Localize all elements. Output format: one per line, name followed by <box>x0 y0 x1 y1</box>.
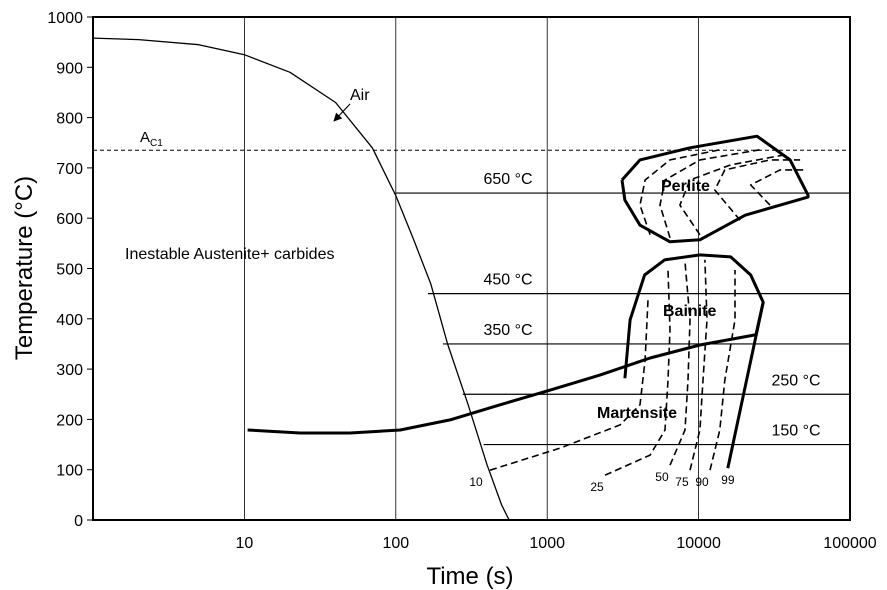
transformation-curve <box>709 270 736 471</box>
y-tick-label: 500 <box>56 262 83 279</box>
y-axis-label: Temperature (°C) <box>11 176 38 360</box>
y-tick-label: 0 <box>74 513 83 530</box>
plot-frame <box>92 16 851 521</box>
isotherm-label: 450 °C <box>483 272 532 289</box>
cooling-arrow <box>333 103 351 122</box>
perlite-curve <box>659 149 760 239</box>
curve-label: 10 <box>469 475 483 489</box>
transformation-curve <box>669 261 691 466</box>
x-axis-label: Time (s) <box>426 563 513 590</box>
perlite-curve <box>679 154 785 236</box>
cooling-curve <box>92 37 510 521</box>
curve-label: 50 <box>655 470 669 484</box>
region-label: Inestable Austenite+ carbides <box>125 246 334 263</box>
x-tick-label: 1000 <box>529 535 565 552</box>
perlite-curve <box>749 169 805 206</box>
curve-label: 25 <box>590 480 604 494</box>
curve-label: 99 <box>721 473 735 487</box>
isotherm-label: 250 °C <box>771 372 820 389</box>
y-tick-label: 800 <box>56 111 83 128</box>
curve-label: 75 <box>675 475 689 489</box>
y-tick-label: 600 <box>56 211 83 228</box>
y-tick-label: 200 <box>56 412 83 429</box>
y-tick-label: 700 <box>56 161 83 178</box>
y-tick-label: 100 <box>56 463 83 480</box>
isotherm-label: 650 °C <box>483 171 532 188</box>
cooling-label: Air <box>350 87 370 104</box>
region-boundary <box>620 134 810 244</box>
perlite-curve <box>639 149 720 236</box>
x-tick-label: 100000 <box>823 535 876 552</box>
ac1-label: AC1 <box>140 129 163 149</box>
y-tick-label: 400 <box>56 312 83 329</box>
transformation-curve <box>689 259 708 471</box>
transformation-curve <box>604 269 671 476</box>
region-boundary <box>623 253 765 379</box>
transformation-curve <box>489 300 649 471</box>
isotherm-label: 350 °C <box>483 322 532 339</box>
y-tick-label: 900 <box>56 60 83 77</box>
ac1-main: A <box>140 129 150 146</box>
x-tick-label: 10000 <box>676 535 721 552</box>
perlite-curve <box>714 159 801 221</box>
curve-label: 90 <box>695 475 709 489</box>
ms-curve <box>247 333 756 435</box>
y-tick-label: 1000 <box>47 10 83 27</box>
y-tick-label: 300 <box>56 362 83 379</box>
ac1-sub: C1 <box>150 138 163 149</box>
region-name: Perlite <box>661 178 710 195</box>
x-tick-label: 10 <box>236 535 254 552</box>
ms-label: Martensite <box>597 405 677 422</box>
x-tick-label: 100 <box>382 535 409 552</box>
transformation-curve <box>726 301 765 469</box>
isotherm-label: 150 °C <box>771 423 820 440</box>
